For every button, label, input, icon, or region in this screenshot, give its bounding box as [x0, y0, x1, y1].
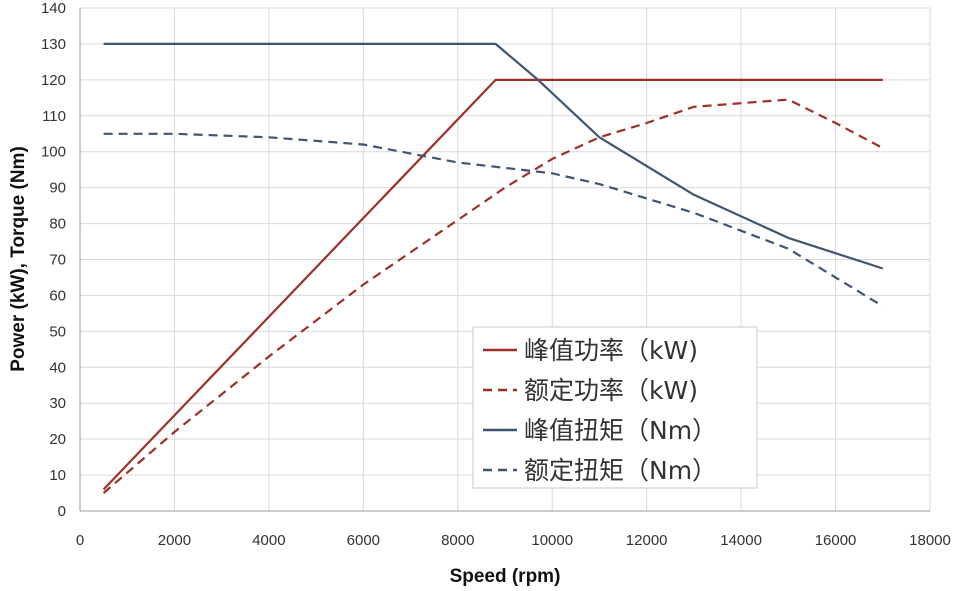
series-line-3 [103, 42, 884, 270]
legend-label-1: 峰值功率（kW) [524, 336, 698, 365]
x-tick-label: 16000 [815, 532, 857, 549]
series-lines [102, 42, 884, 494]
y-tick-label: 50 [49, 323, 66, 340]
x-tick-label: 10000 [531, 532, 573, 549]
x-axis-ticks: 0 2000 4000 6000 8000 10000 12000 14000 16000 180… [76, 532, 951, 549]
y-axis-ticks: 0 10 20 30 40 50 60 70 80 90 100 110 120 130 140 [41, 0, 66, 520]
y-tick-label: 130 [41, 36, 66, 53]
y-tick-label: 70 [49, 252, 66, 269]
x-tick-label: 18000 [909, 532, 951, 549]
series-line-4 [103, 132, 884, 308]
series-line-2 [102, 98, 884, 494]
series-line-1 [102, 78, 883, 491]
x-tick-label: 2000 [158, 532, 191, 549]
x-tick-label: 14000 [720, 532, 762, 549]
x-tick-label: 0 [76, 532, 84, 549]
y-tick-label: 120 [41, 72, 66, 89]
legend-label-4: 额定扭矩（Nm） [524, 456, 717, 485]
y-axis-title: Power (kW), Torque (Nm) [8, 146, 29, 372]
y-tick-label: 20 [49, 431, 66, 448]
x-tick-label: 8000 [441, 532, 474, 549]
y-tick-label: 30 [49, 395, 66, 412]
y-tick-label: 110 [42, 108, 66, 125]
x-tick-label: 6000 [347, 532, 380, 549]
y-tick-label: 10 [49, 467, 66, 484]
legend-label-2: 额定功率（kW) [524, 376, 698, 405]
y-tick-label: 60 [49, 287, 66, 304]
y-tick-label: 0 [58, 503, 66, 520]
y-tick-label: 80 [49, 216, 66, 233]
legend: 峰值功率（kW) 额定功率（kW) 峰值扭矩（Nm） 额定扭矩（Nm） [472, 326, 758, 489]
y-tick-label: 90 [49, 180, 66, 197]
x-axis-title: Speed (rpm) [450, 566, 561, 587]
y-tick-label: 40 [49, 359, 66, 376]
axes [79, 8, 930, 512]
x-tick-label: 12000 [626, 532, 668, 549]
legend-label-3: 峰值扭矩（Nm） [524, 416, 717, 445]
legend-box [472, 326, 758, 489]
x-tick-label: 4000 [252, 532, 285, 549]
y-tick-label: 100 [41, 144, 66, 161]
y-tick-label: 140 [41, 0, 66, 17]
